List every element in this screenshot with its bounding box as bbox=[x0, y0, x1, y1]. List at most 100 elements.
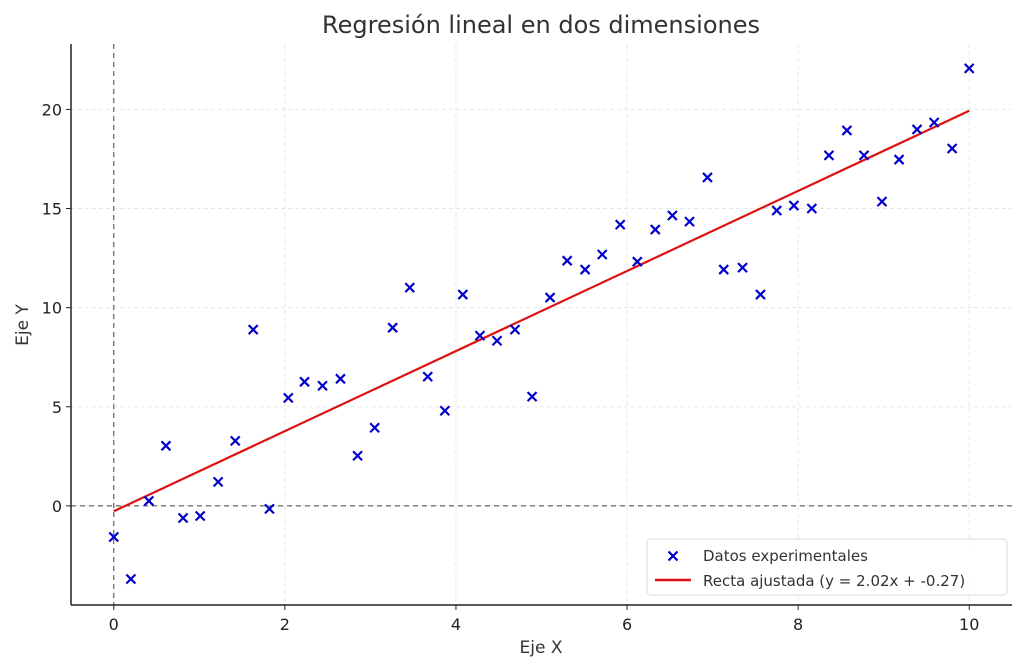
data-point bbox=[561, 255, 573, 266]
data-point bbox=[649, 224, 661, 235]
data-point bbox=[404, 282, 416, 293]
marker-stroke bbox=[841, 125, 853, 136]
grid bbox=[71, 44, 1012, 605]
marker-stroke bbox=[143, 495, 155, 507]
data-point bbox=[755, 289, 766, 300]
x-tick-label: 8 bbox=[793, 615, 803, 634]
data-point bbox=[893, 154, 905, 165]
marker-stroke bbox=[946, 143, 958, 154]
data-point bbox=[108, 531, 120, 543]
marker-stroke bbox=[335, 373, 346, 385]
fit-line bbox=[113, 109, 970, 513]
data-point bbox=[614, 219, 626, 230]
data-point bbox=[299, 376, 310, 388]
marker-stroke bbox=[108, 531, 120, 543]
data-point bbox=[684, 216, 695, 227]
marker-stroke bbox=[264, 503, 275, 515]
marker-stroke bbox=[893, 154, 905, 165]
data-point bbox=[788, 200, 800, 211]
marker-stroke bbox=[718, 264, 729, 275]
marker-stroke bbox=[352, 450, 363, 462]
data-point bbox=[579, 264, 591, 275]
data-point bbox=[422, 371, 434, 382]
marker-stroke bbox=[544, 292, 556, 303]
marker-stroke bbox=[928, 117, 940, 128]
data-point bbox=[771, 205, 783, 216]
axes bbox=[70, 44, 1012, 606]
marker-stroke bbox=[806, 203, 818, 214]
marker-stroke bbox=[125, 573, 137, 585]
marker-stroke bbox=[283, 392, 294, 404]
legend-x-marker bbox=[667, 550, 679, 562]
data-point bbox=[247, 324, 259, 335]
marker-stroke bbox=[387, 322, 398, 333]
data-point bbox=[928, 117, 940, 128]
data-point bbox=[702, 172, 713, 183]
marker-stroke bbox=[579, 264, 591, 275]
marker-stroke bbox=[474, 330, 486, 341]
marker-stroke bbox=[457, 289, 469, 300]
reference-lines bbox=[71, 44, 1012, 605]
marker-stroke bbox=[439, 405, 451, 417]
data-point bbox=[335, 373, 346, 385]
data-point bbox=[439, 405, 451, 417]
marker-stroke bbox=[667, 210, 678, 221]
legend-box bbox=[646, 538, 1008, 596]
data-point bbox=[229, 435, 241, 447]
data-point bbox=[283, 392, 294, 404]
data-point bbox=[387, 322, 398, 333]
marker-stroke bbox=[526, 391, 538, 402]
data-point bbox=[596, 249, 608, 260]
data-point bbox=[474, 330, 486, 341]
marker-stroke bbox=[212, 476, 224, 488]
x-axis-label: Eje X bbox=[520, 638, 563, 658]
marker-stroke bbox=[404, 282, 416, 293]
data-point bbox=[177, 512, 189, 524]
marker-stroke bbox=[649, 224, 661, 235]
data-point bbox=[911, 124, 923, 135]
marker-stroke bbox=[317, 380, 328, 392]
marker-stroke bbox=[755, 289, 766, 300]
marker-stroke bbox=[369, 422, 380, 434]
data-point bbox=[143, 495, 155, 507]
legend-label-line: Recta ajustada (y = 2.02x + -0.27) bbox=[703, 572, 965, 590]
marker-stroke bbox=[788, 200, 800, 211]
marker-stroke bbox=[229, 435, 241, 447]
data-point bbox=[667, 210, 678, 221]
data-point bbox=[858, 150, 870, 161]
data-point bbox=[876, 196, 888, 207]
data-point bbox=[125, 573, 137, 585]
chart-title: Regresión lineal en dos dimensiones bbox=[322, 11, 760, 39]
data-point bbox=[509, 324, 521, 335]
marker-stroke bbox=[876, 196, 888, 207]
legend-label-scatter: Datos experimentales bbox=[703, 547, 868, 565]
marker-stroke bbox=[491, 335, 503, 347]
data-point bbox=[632, 256, 643, 267]
marker-stroke bbox=[667, 550, 679, 562]
marker-stroke bbox=[177, 512, 189, 524]
y-axis-label: Eje Y bbox=[13, 304, 33, 346]
x-tick-label: 10 bbox=[959, 615, 979, 634]
x-tick-label: 4 bbox=[451, 615, 461, 634]
data-point bbox=[352, 450, 363, 462]
data-point bbox=[160, 440, 172, 452]
data-point bbox=[718, 264, 729, 275]
marker-stroke bbox=[194, 510, 206, 522]
data-point bbox=[946, 143, 958, 154]
data-point bbox=[491, 335, 503, 347]
data-point bbox=[194, 510, 206, 522]
x-tick-label: 0 bbox=[109, 615, 119, 634]
marker-stroke bbox=[702, 172, 713, 183]
y-tick-label: 10 bbox=[42, 299, 62, 318]
marker-stroke bbox=[422, 371, 434, 382]
y-tick-label: 20 bbox=[42, 100, 62, 119]
data-point bbox=[737, 262, 748, 273]
data-point bbox=[369, 422, 380, 434]
data-point bbox=[963, 63, 975, 74]
data-point bbox=[317, 380, 328, 392]
marker-stroke bbox=[858, 150, 870, 161]
marker-stroke bbox=[632, 256, 643, 267]
marker-stroke bbox=[911, 124, 923, 135]
data-point bbox=[212, 476, 224, 488]
